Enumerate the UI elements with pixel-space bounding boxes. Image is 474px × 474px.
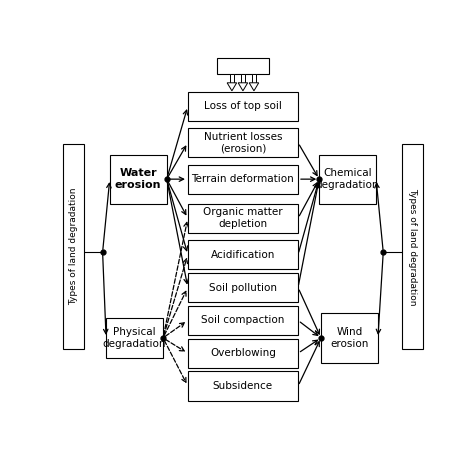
Text: Acidification: Acidification [211,250,275,260]
FancyBboxPatch shape [188,128,298,157]
FancyBboxPatch shape [188,164,298,194]
Text: Loss of top soil: Loss of top soil [204,101,282,111]
FancyBboxPatch shape [188,306,298,335]
FancyBboxPatch shape [110,155,167,204]
Text: Soil pollution: Soil pollution [209,283,277,292]
FancyBboxPatch shape [188,204,298,233]
FancyBboxPatch shape [188,338,298,368]
FancyBboxPatch shape [321,313,378,363]
FancyBboxPatch shape [188,273,298,302]
FancyBboxPatch shape [241,74,245,83]
FancyBboxPatch shape [188,372,298,401]
Polygon shape [238,83,248,91]
FancyBboxPatch shape [63,145,84,349]
FancyBboxPatch shape [217,58,269,74]
Text: Organic matter
depletion: Organic matter depletion [203,208,283,229]
Text: Water
erosion: Water erosion [115,168,162,190]
FancyBboxPatch shape [252,74,256,83]
Text: Soil compaction: Soil compaction [201,315,284,325]
Text: Types of land degradation: Types of land degradation [408,188,417,305]
FancyBboxPatch shape [402,145,423,349]
Text: Terrain deformation: Terrain deformation [191,174,294,184]
FancyBboxPatch shape [188,240,298,269]
Text: Subsidence: Subsidence [213,381,273,391]
Polygon shape [249,83,259,91]
Text: Overblowing: Overblowing [210,348,276,358]
FancyBboxPatch shape [230,74,234,83]
FancyBboxPatch shape [319,155,376,204]
FancyBboxPatch shape [188,91,298,121]
Text: Nutrient losses
(erosion): Nutrient losses (erosion) [204,132,282,154]
Text: Wind
erosion: Wind erosion [330,327,369,349]
Text: Physical
degradation: Physical degradation [103,327,166,349]
Text: Chemical
degradation: Chemical degradation [316,168,379,190]
Text: Types of land degradation: Types of land degradation [69,188,78,305]
FancyBboxPatch shape [106,318,163,358]
Polygon shape [227,83,237,91]
